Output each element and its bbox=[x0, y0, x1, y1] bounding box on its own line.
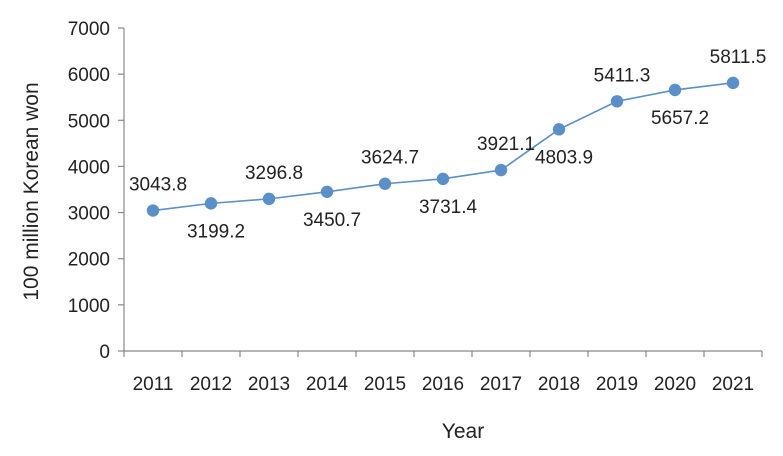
data-label: 3731.4 bbox=[419, 197, 478, 218]
y-tick-label: 0 bbox=[99, 342, 110, 363]
y-tick-label: 7000 bbox=[68, 19, 110, 40]
data-label: 3199.2 bbox=[187, 221, 245, 242]
y-axis-title: 100 million Korean won bbox=[20, 82, 43, 300]
data-point bbox=[320, 185, 334, 198]
x-tick-label: 2016 bbox=[422, 374, 464, 395]
x-tick-label: 2020 bbox=[654, 374, 696, 395]
data-label: 3296.8 bbox=[245, 163, 303, 184]
y-axis-ticks: 0 1000 2000 3000 4000 5000 6000 7000 bbox=[68, 19, 124, 363]
x-tick-label: 2011 bbox=[133, 374, 174, 395]
x-tick-label: 2017 bbox=[480, 374, 522, 395]
data-point bbox=[146, 204, 160, 217]
data-label: 4803.9 bbox=[535, 147, 593, 168]
data-point bbox=[552, 123, 566, 136]
x-tick-label: 2014 bbox=[306, 374, 349, 395]
x-axis-ticks: 2011 2012 2013 2014 2015 2016 2017 2018 2019 2020… bbox=[123, 351, 763, 395]
x-tick-label: 2013 bbox=[248, 374, 290, 395]
data-point bbox=[494, 163, 508, 177]
x-tick-label: 2015 bbox=[364, 374, 406, 395]
x-tick-label: 2019 bbox=[596, 374, 638, 395]
data-point bbox=[436, 172, 450, 186]
data-point bbox=[378, 177, 392, 190]
y-tick-label: 4000 bbox=[68, 157, 110, 178]
x-tick-label: 2018 bbox=[538, 374, 580, 395]
data-label: 3624.7 bbox=[361, 148, 419, 169]
data-labels: 3043.8 3199.2 3296.8 3450.7 3624.7 3731.4 3921… bbox=[129, 47, 766, 243]
y-tick-label: 1000 bbox=[68, 296, 110, 317]
data-point bbox=[610, 95, 624, 108]
x-axis-title: Year bbox=[442, 420, 484, 443]
y-tick-label: 2000 bbox=[68, 250, 110, 271]
data-label: 5657.2 bbox=[651, 108, 709, 129]
data-point bbox=[204, 197, 218, 210]
y-tick-label: 3000 bbox=[68, 204, 110, 225]
data-label: 3921.1 bbox=[477, 134, 535, 155]
x-tick-label: 2021 bbox=[712, 374, 754, 395]
data-label: 3043.8 bbox=[129, 175, 187, 196]
data-label: 5411.3 bbox=[594, 65, 651, 86]
data-point bbox=[726, 76, 740, 90]
data-point bbox=[668, 83, 682, 97]
series-line bbox=[152, 82, 734, 212]
data-point bbox=[262, 192, 276, 206]
x-tick-label: 2012 bbox=[190, 374, 232, 395]
y-tick-label: 6000 bbox=[68, 65, 110, 86]
series-layer bbox=[146, 76, 740, 217]
y-tick-label: 5000 bbox=[68, 111, 110, 132]
data-label: 3450.7 bbox=[303, 210, 361, 231]
data-label: 5811.5 bbox=[710, 47, 767, 68]
